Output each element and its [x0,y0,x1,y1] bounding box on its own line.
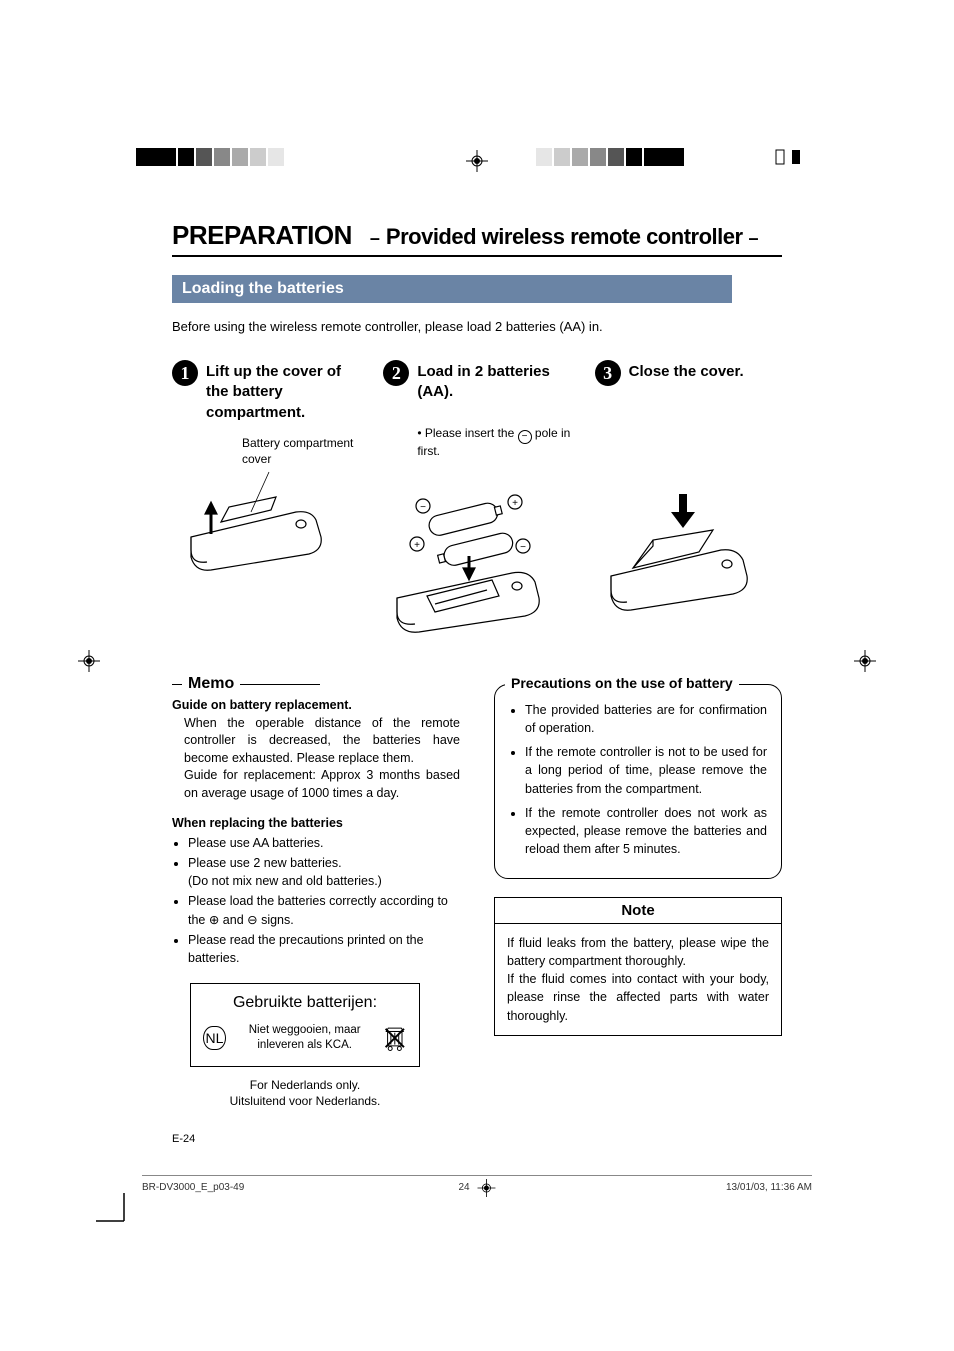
svg-text:−: − [420,502,426,513]
memo-bullet-list: Please use AA batteries. Please use 2 ne… [172,834,460,967]
step-2: 2 Load in 2 batteries (AA). • Please ins… [383,362,570,634]
precautions-column: Precautions on the use of battery The pr… [494,684,782,1109]
memo-p1: When the operable distance of the remote… [184,715,460,768]
crop-mark-icon [96,1193,136,1233]
list-item: If the remote controller does not work a… [525,804,767,858]
nl-footer-1: For Nederlands only. [190,1077,420,1093]
nl-footer: For Nederlands only. Uitsluitend voor Ne… [190,1077,420,1109]
list-item: Please read the precautions printed on t… [188,931,460,967]
print-footer: BR-DV3000_E_p03-49 24 13/01/03, 11:36 AM [142,1175,812,1193]
list-item: The provided batteries are for confirmat… [525,701,767,737]
note-box: Note If fluid leaks from the battery, pl… [494,897,782,1036]
step-number-badge: 1 [172,360,198,386]
memo-h1: Guide on battery replacement. [172,698,352,712]
footer-left: BR-DV3000_E_p03-49 [142,1182,244,1193]
step-heading: Close the cover. [629,362,782,424]
title-dash: – [749,228,759,249]
step-1: 1 Lift up the cover of the battery compa… [172,362,359,634]
nl-recycling-box: Gebruikte batterĳen: NL Niet weggooien, … [190,983,420,1067]
section-heading: Loading the batteries [172,275,732,303]
precautions-list: The provided batteries are for confirmat… [509,701,767,858]
registration-mark-icon [478,1179,496,1197]
note-heading: Note [495,898,781,924]
step-3: 3 Close the cover. [595,362,782,634]
minus-pole-icon: − [518,430,532,444]
nl-title: Gebruikte batterĳen: [203,994,407,1012]
nl-badge: NL [203,1026,226,1050]
memo-p2: Guide for replacement: Approx 3 months b… [184,767,460,802]
callout-label: Battery compartment cover [242,436,359,467]
title-dash: – [370,228,380,249]
memo-column: Memo Guide on battery replacement. When … [172,684,460,1109]
step-sub-a: Please insert the [425,426,518,440]
weee-bin-icon [383,1018,407,1058]
close-cover-illustration [603,484,773,614]
note-body-1: If fluid leaks from the battery, please … [507,934,769,970]
svg-text:+: + [414,540,420,551]
nl-text: Niet weggooien, maar inleveren als KCA. [236,1023,373,1053]
memo-h2: When replacing the batteries [172,816,460,830]
memo-legend: Memo [182,675,240,693]
footer-center-page: 24 [458,1182,469,1193]
list-item: If the remote controller is not to be us… [525,743,767,797]
page-number: E-24 [172,1133,862,1145]
step-heading: Load in 2 batteries (AA). [417,362,570,424]
nl-footer-2: Uitsluitend voor Nederlands. [190,1093,420,1109]
registration-mark-icon [78,650,100,672]
footer-right: 13/01/03, 11:36 AM [726,1182,812,1193]
svg-text:+: + [512,498,518,509]
step-heading: Lift up the cover of the battery compart… [206,362,359,424]
title-sub: Provided wireless remote controller [386,224,743,250]
list-item: Please use 2 new batteries. (Do not mix … [188,854,460,890]
list-item: Please use AA batteries. [188,834,460,852]
registration-mark-icon [466,150,488,172]
precautions-box: Precautions on the use of battery The pr… [494,684,782,879]
intro-text: Before using the wireless remote control… [172,319,782,334]
svg-text:−: − [520,542,526,553]
step-number-badge: 2 [383,360,409,386]
list-item: Please load the batteries correctly acco… [188,892,460,928]
page-title-row: PREPARATION – Provided wireless remote c… [172,220,782,257]
step-number-badge: 3 [595,360,621,386]
registration-mark-icon [854,650,876,672]
title-main: PREPARATION [172,220,352,251]
precautions-legend: Precautions on the use of battery [505,675,739,691]
note-body-2: If the fluid comes into contact with you… [507,970,769,1024]
load-batteries-illustration: − + + − [387,478,567,638]
step-subtext: • Please insert the − pole in first. [417,426,570,460]
